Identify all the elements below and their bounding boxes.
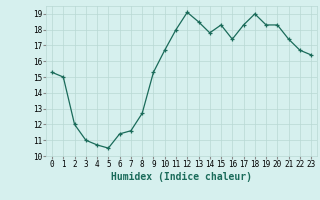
X-axis label: Humidex (Indice chaleur): Humidex (Indice chaleur) [111, 172, 252, 182]
